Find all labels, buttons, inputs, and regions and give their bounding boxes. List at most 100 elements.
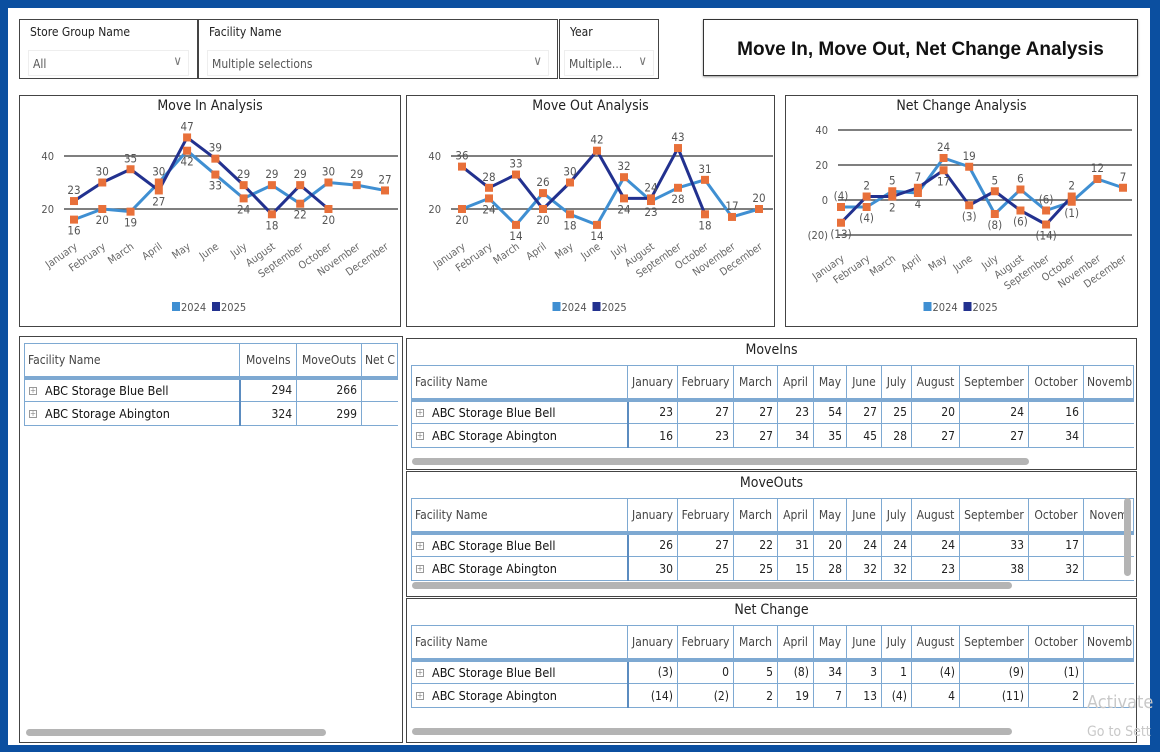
- data-point-2024: [674, 183, 682, 192]
- expand-icon[interactable]: +: [416, 431, 424, 440]
- column-header[interactable]: Facility Name: [411, 365, 628, 400]
- data-label: 17: [937, 174, 950, 188]
- data-label: (6): [1013, 215, 1028, 229]
- value-cell: 27: [677, 397, 734, 424]
- value-cell: 324: [239, 401, 297, 426]
- data-label: (4): [834, 189, 849, 203]
- value-cell: 4: [911, 683, 960, 708]
- column-header[interactable]: Facility Name: [411, 625, 628, 660]
- data-point-2024: [512, 220, 520, 229]
- expand-icon[interactable]: +: [416, 407, 424, 417]
- expand-icon[interactable]: +: [416, 667, 424, 677]
- data-point-2024: [862, 203, 871, 211]
- column-header[interactable]: April: [777, 498, 814, 533]
- horizontal-scrollbar[interactable]: [26, 729, 326, 736]
- column-header[interactable]: July: [881, 365, 912, 400]
- expand-icon[interactable]: +: [29, 409, 37, 418]
- column-header[interactable]: Novemb: [1083, 365, 1134, 400]
- x-tick-label: June: [197, 241, 222, 263]
- column-header[interactable]: October: [1028, 365, 1084, 400]
- data-label: 30: [322, 165, 335, 179]
- facility-name-dropdown[interactable]: Multiple selections ∨: [207, 50, 549, 76]
- value-cell: 23: [777, 397, 814, 424]
- column-header[interactable]: May: [813, 625, 847, 660]
- horizontal-scrollbar[interactable]: [412, 458, 1029, 465]
- data-label: 47: [181, 119, 194, 133]
- column-header[interactable]: Novemb: [1083, 625, 1134, 660]
- data-point-2024: [1067, 197, 1076, 206]
- column-header[interactable]: Net C: [360, 343, 399, 378]
- data-label: 43: [671, 130, 684, 144]
- column-header[interactable]: August: [911, 498, 960, 533]
- expand-icon[interactable]: +: [29, 385, 37, 395]
- data-label: 4: [915, 197, 922, 211]
- column-header[interactable]: Facility Name: [411, 498, 628, 533]
- expand-icon[interactable]: +: [416, 691, 424, 700]
- expand-icon[interactable]: +: [416, 564, 424, 573]
- column-header[interactable]: May: [813, 498, 847, 533]
- year-dropdown[interactable]: Multiple... ∨: [564, 50, 654, 76]
- column-header[interactable]: August: [911, 365, 960, 400]
- column-header[interactable]: June: [846, 498, 882, 533]
- data-point-2025: [539, 205, 547, 213]
- horizontal-scrollbar[interactable]: [412, 728, 1012, 735]
- column-header[interactable]: October: [1028, 498, 1084, 533]
- column-header[interactable]: MoveIns: [239, 343, 298, 378]
- column-header[interactable]: February: [677, 625, 734, 660]
- store-group-dropdown[interactable]: All ∨: [28, 50, 189, 76]
- column-header[interactable]: February: [677, 365, 734, 400]
- slicer-value: All: [33, 57, 47, 71]
- data-point-2024: [939, 154, 948, 162]
- value-cell: (4): [881, 683, 912, 708]
- horizontal-scrollbar[interactable]: [412, 582, 1012, 589]
- column-header[interactable]: October: [1028, 625, 1084, 660]
- value-cell: 27: [959, 423, 1029, 448]
- data-point-2025: [674, 144, 682, 153]
- column-header[interactable]: September: [959, 498, 1029, 533]
- column-header[interactable]: March: [733, 365, 778, 400]
- column-header[interactable]: September: [959, 365, 1029, 400]
- column-header[interactable]: Facility Name: [23, 343, 241, 378]
- data-point-2024: [593, 220, 601, 229]
- legend-swatch-2025: [963, 302, 972, 311]
- column-header[interactable]: January: [627, 498, 678, 533]
- column-header[interactable]: March: [733, 625, 778, 660]
- column-header[interactable]: January: [627, 625, 678, 660]
- y-tick-label: 40: [815, 124, 828, 137]
- data-point-2025: [267, 210, 276, 219]
- value-cell: 20: [911, 397, 960, 424]
- data-label: 33: [509, 157, 522, 171]
- column-header[interactable]: MoveOuts: [296, 343, 362, 378]
- value-cell: 299: [296, 401, 362, 426]
- expand-icon[interactable]: +: [416, 540, 424, 550]
- column-header[interactable]: August: [911, 625, 960, 660]
- column-header[interactable]: March: [733, 498, 778, 533]
- value-cell: 27: [733, 397, 778, 424]
- column-header[interactable]: April: [777, 625, 814, 660]
- column-header[interactable]: May: [813, 365, 847, 400]
- column-header[interactable]: January: [627, 365, 678, 400]
- vertical-scrollbar[interactable]: [1124, 498, 1131, 576]
- value-cell: 34: [813, 657, 847, 684]
- data-point-2025: [1067, 192, 1076, 201]
- slicer-value: Multiple...: [569, 57, 623, 71]
- data-point-2024: [913, 189, 922, 197]
- value-cell: 16: [627, 423, 678, 448]
- column-header[interactable]: September: [959, 625, 1029, 660]
- year-slicer: Year Multiple... ∨: [559, 19, 659, 79]
- data-label: 32: [617, 159, 630, 173]
- facility-name: ABC Storage Blue Bell: [45, 382, 169, 398]
- column-header[interactable]: June: [846, 625, 882, 660]
- column-header[interactable]: July: [881, 498, 912, 533]
- y-tick-label: 20: [815, 159, 828, 172]
- data-point-2024: [296, 199, 305, 208]
- column-header[interactable]: February: [677, 498, 734, 533]
- column-header[interactable]: April: [777, 365, 814, 400]
- column-header[interactable]: July: [881, 625, 912, 660]
- value-cell: 27: [911, 423, 960, 448]
- data-label: 29: [350, 167, 363, 181]
- column-header[interactable]: June: [846, 365, 882, 400]
- legend-label: 2024: [181, 301, 206, 314]
- x-tick-label: April: [899, 253, 924, 275]
- store-group-slicer: Store Group Name All ∨: [19, 19, 198, 79]
